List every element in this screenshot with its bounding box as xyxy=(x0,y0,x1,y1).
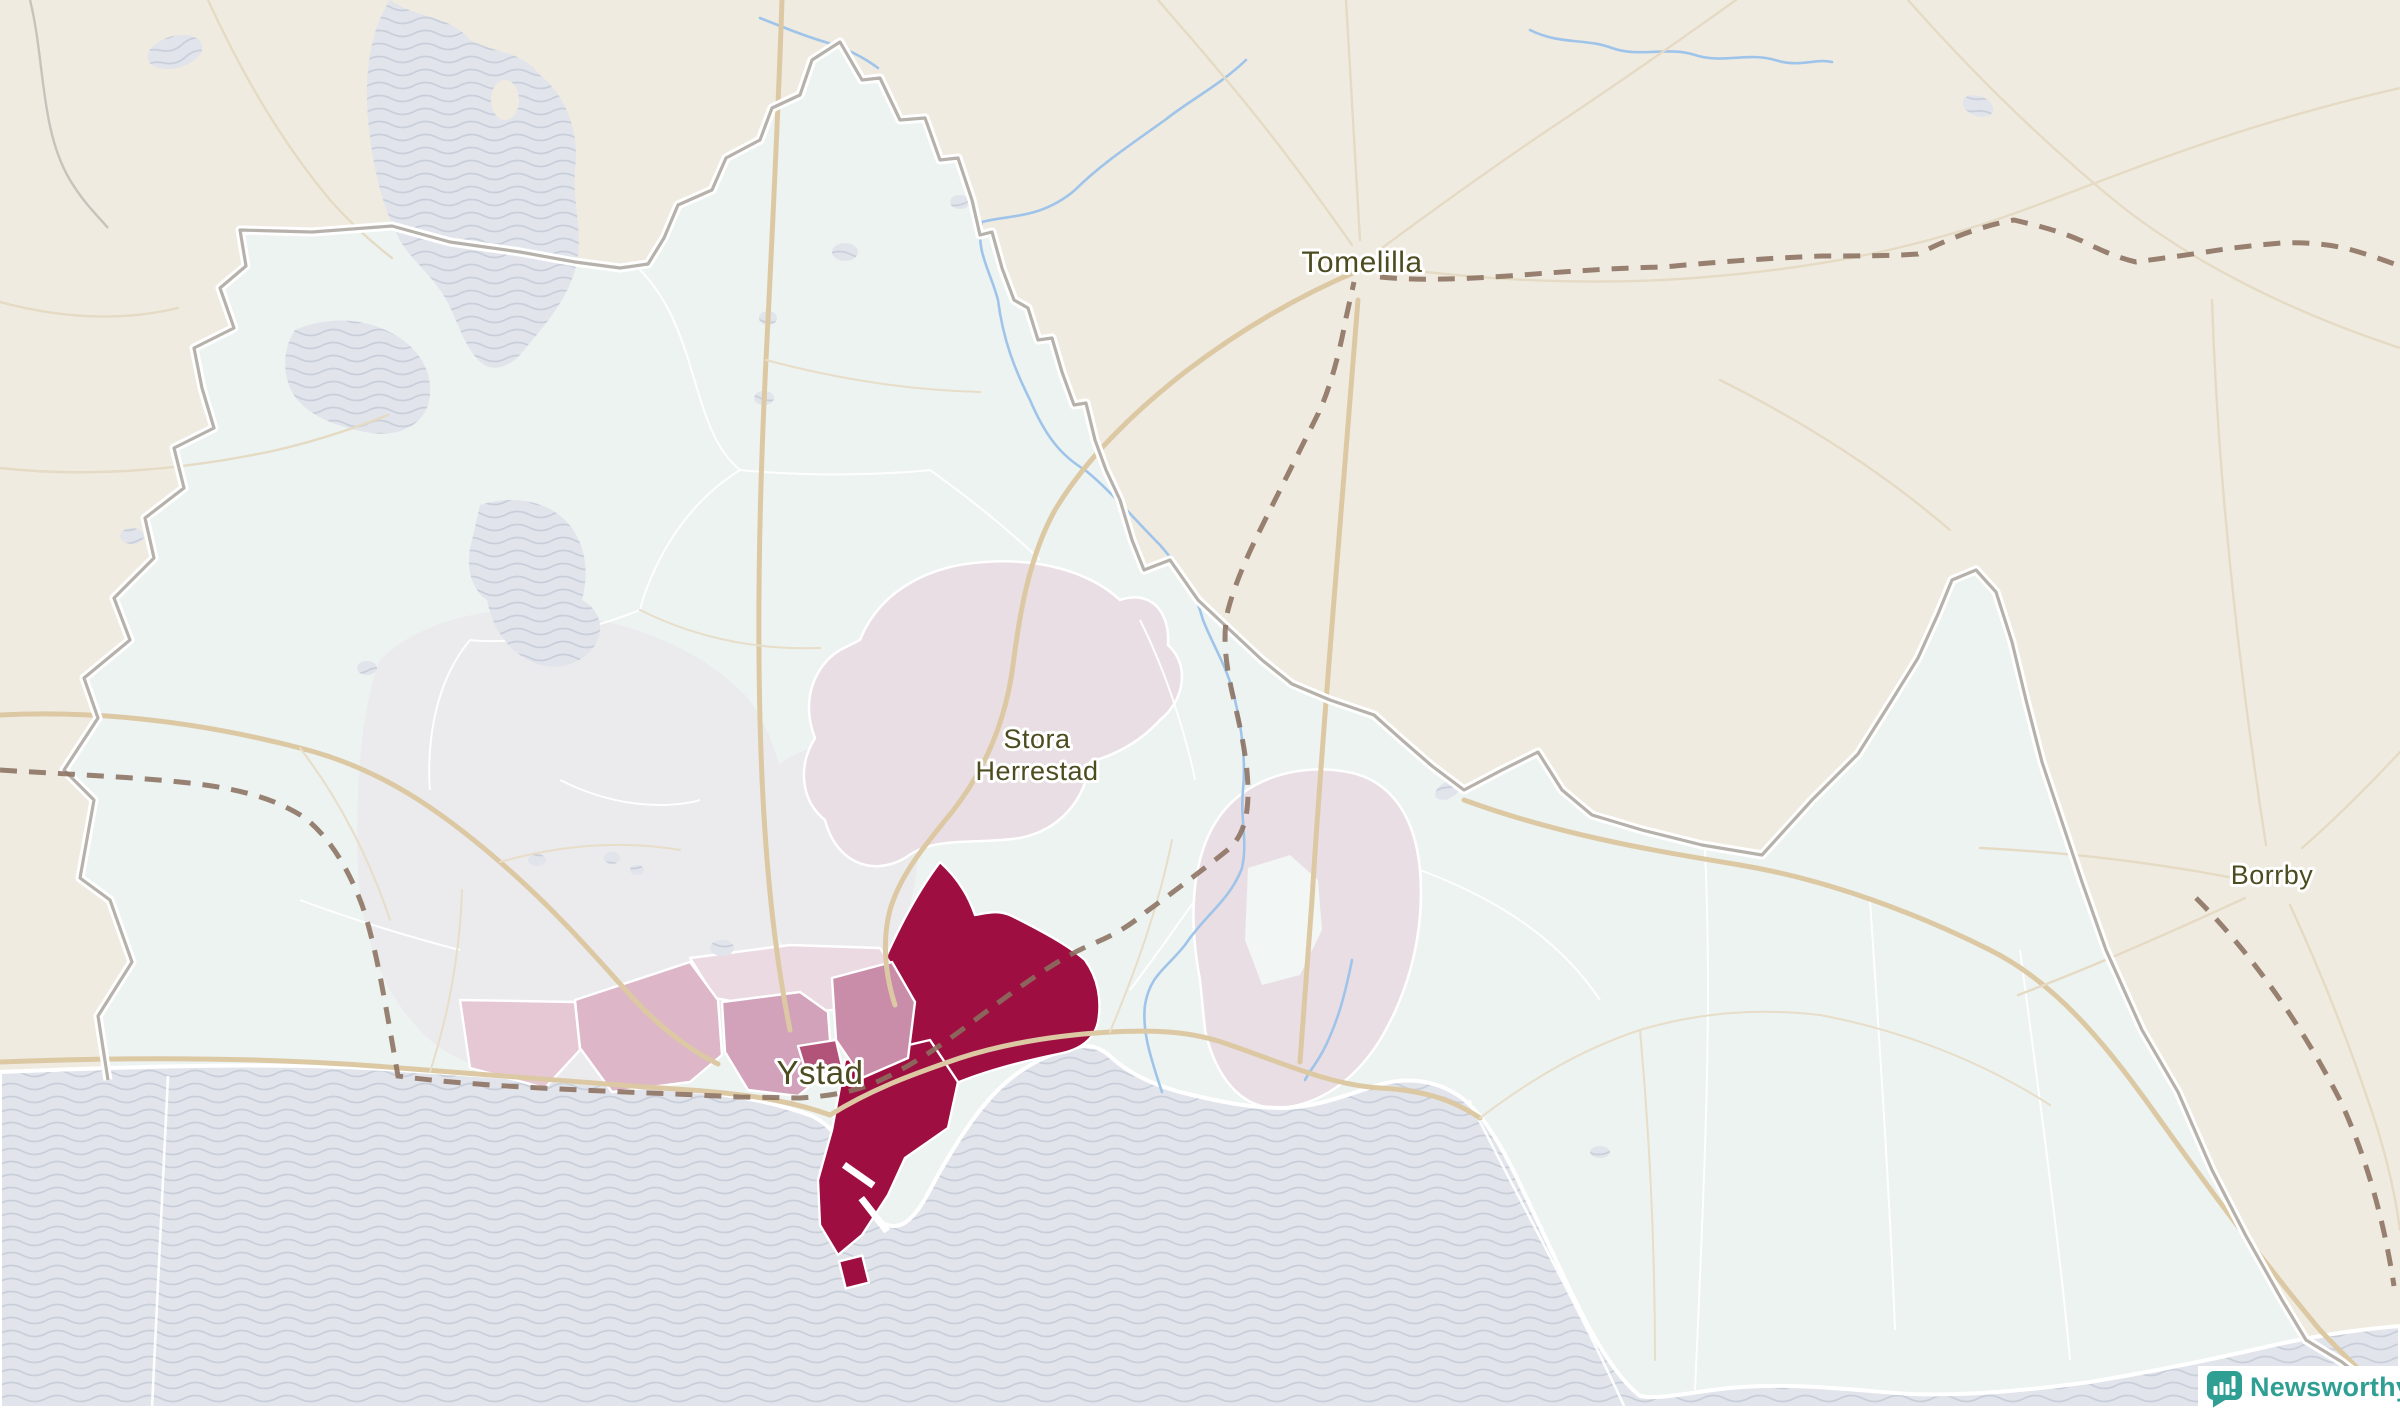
lake-northwest xyxy=(366,0,579,368)
river-main xyxy=(978,58,1248,1094)
road-ystad-north xyxy=(756,0,793,1033)
place-label-tomelilla: Tomelilla xyxy=(1301,246,1422,279)
road-tomelilla-south xyxy=(1297,297,1361,1065)
lakes xyxy=(120,0,1994,1158)
place-label-stora-herrestad-line1: Stora xyxy=(1003,724,1071,754)
trail-west-coast xyxy=(0,281,1357,1101)
place-label-stora-herrestad-line2: Herrestad xyxy=(975,756,1098,786)
trail-east xyxy=(1379,217,2400,282)
road-simrishamn xyxy=(1461,797,2393,1401)
road-west-diagonal xyxy=(0,711,721,1067)
place-labels: Tomelilla Stora Herrestad Ystad Borrby xyxy=(774,243,2316,1094)
hiking-trail xyxy=(0,217,2400,1287)
sea xyxy=(0,1044,2400,1408)
highlighted-districts xyxy=(816,860,1101,1290)
district-stora-herrestad xyxy=(802,560,1184,868)
newsworthy-logo-icon xyxy=(2207,1371,2242,1408)
lake-central xyxy=(468,500,601,667)
newsworthy-watermark: Newsworthy xyxy=(2198,1366,2400,1408)
river-east xyxy=(1303,958,1354,1082)
harbor-piers xyxy=(841,1162,890,1234)
road-tomelilla-ystad xyxy=(882,267,1363,1008)
municipal-boundary xyxy=(28,0,2396,1408)
district-boundaries xyxy=(299,269,2071,1396)
district-crimson-pier xyxy=(837,1254,871,1290)
road-coastal-east xyxy=(827,1028,1483,1121)
sea-boundary-lines xyxy=(150,1075,1627,1408)
watermark-brand-text: Newsworthy xyxy=(2250,1372,2400,1402)
place-label-borrby: Borrby xyxy=(2231,860,2314,890)
lake-west xyxy=(285,320,431,434)
trail-southeast xyxy=(2194,896,2397,1287)
place-label-ystad: Ystad xyxy=(777,1054,864,1091)
ystad-town-districts xyxy=(458,943,917,1098)
district-east-pink-hole xyxy=(1245,855,1322,985)
river-north xyxy=(1528,28,1834,65)
